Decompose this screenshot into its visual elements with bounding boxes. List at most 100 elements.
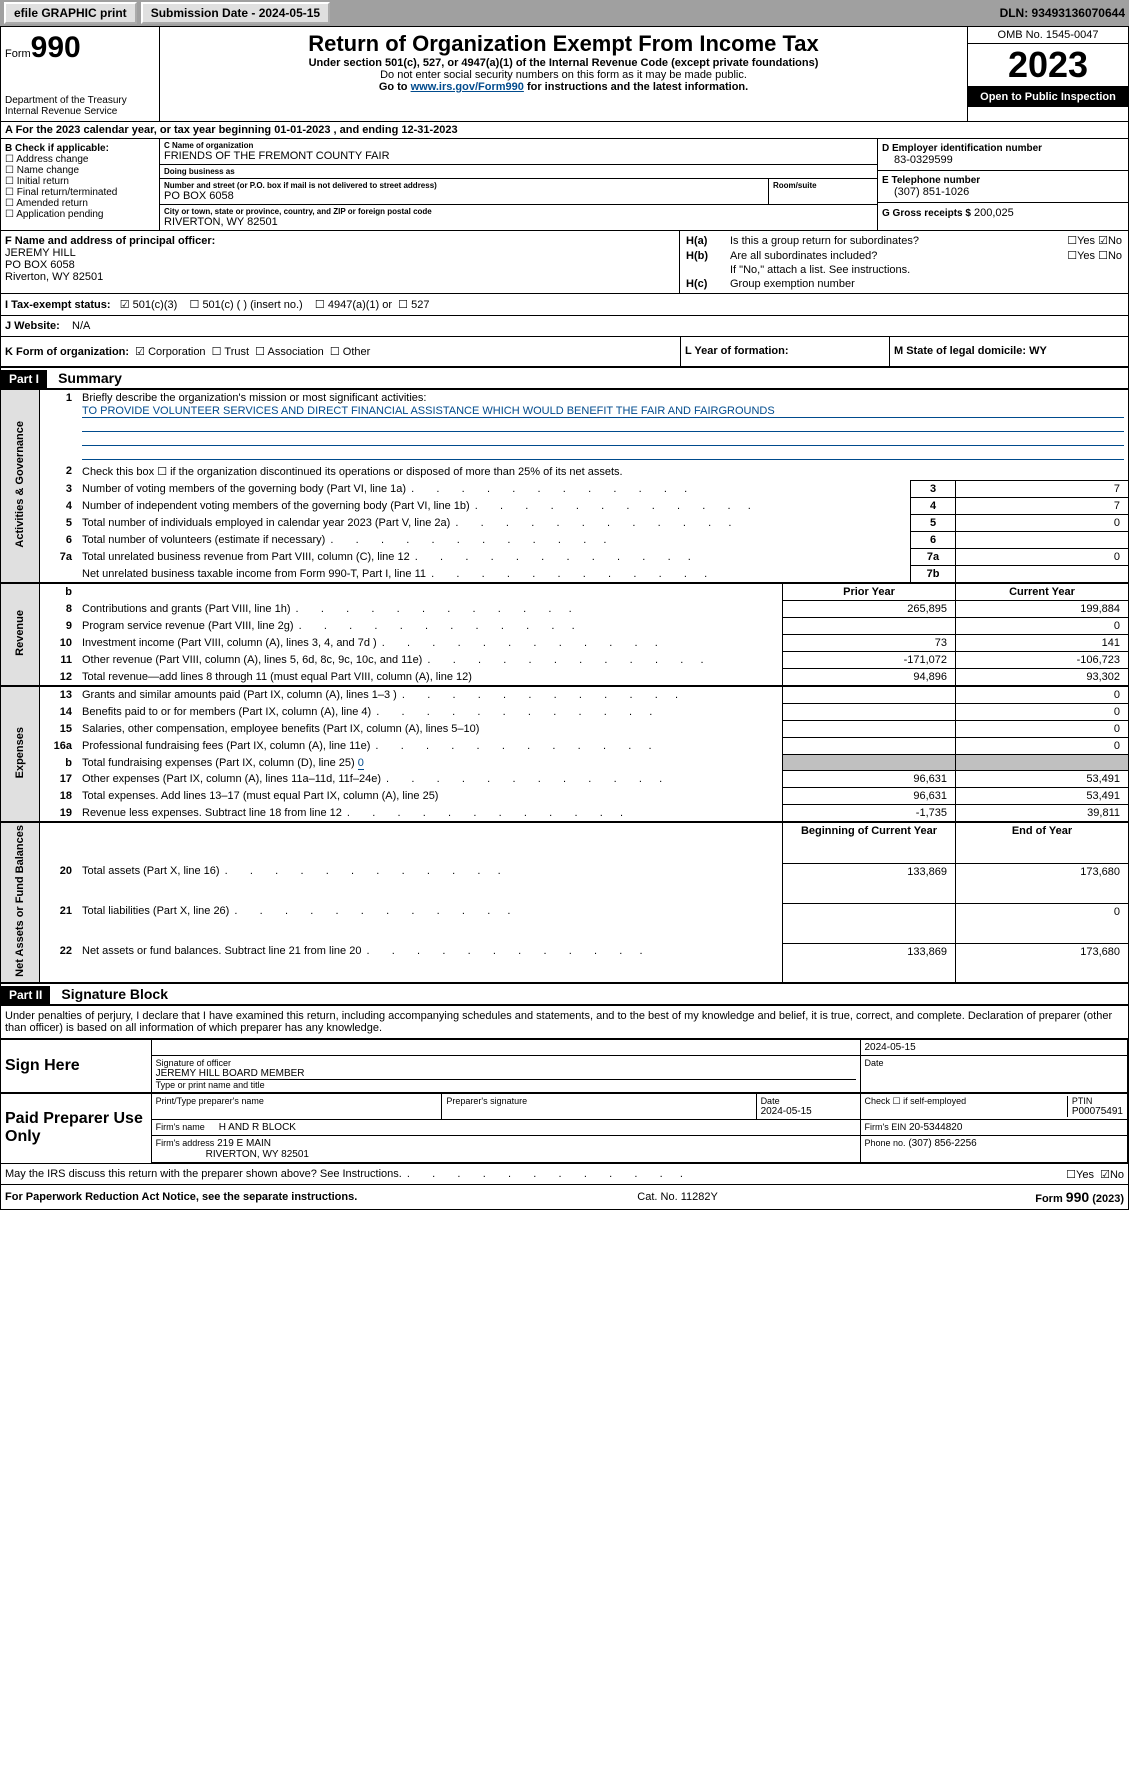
checkbox-501c3[interactable]: 501(c)(3) <box>133 299 178 311</box>
col-b-checkboxes: B Check if applicable: ☐ Address change … <box>1 139 160 230</box>
hdr-current-year: Current Year <box>956 583 1129 601</box>
checkbox-501c[interactable]: 501(c) ( ) (insert no.) <box>202 299 302 311</box>
row-22-eoy: 173,680 <box>956 943 1129 982</box>
part2-header: Part II Signature Block <box>1 982 1128 1006</box>
checkbox-corporation[interactable]: Corporation <box>148 346 205 358</box>
row-5-val: 0 <box>956 515 1129 532</box>
row-18-current: 53,491 <box>956 788 1129 805</box>
row-9-text: Program service revenue (Part VIII, line… <box>78 618 783 635</box>
row-7a-text: Total unrelated business revenue from Pa… <box>78 549 911 566</box>
dba-label: Doing business as <box>164 167 873 176</box>
firm-phone-value: (307) 856-2256 <box>908 1138 976 1149</box>
footer-row: For Paperwork Reduction Act Notice, see … <box>1 1184 1128 1209</box>
expenses-vlabel: Expenses <box>1 686 40 821</box>
sign-here-label: Sign Here <box>1 1039 151 1093</box>
row-3-text: Number of voting members of the governin… <box>78 481 911 498</box>
discuss-no[interactable]: No <box>1110 1169 1124 1181</box>
part1-head: Part I <box>1 370 47 388</box>
dept-label: Department of the Treasury Internal Reve… <box>5 95 155 117</box>
hb-yes[interactable]: Yes <box>1077 250 1095 262</box>
row-13-text: Grants and similar amounts paid (Part IX… <box>78 686 783 704</box>
row-16b-text: Total fundraising expenses (Part IX, col… <box>78 755 783 771</box>
room-label: Room/suite <box>773 181 873 190</box>
form-header: Form990 Department of the Treasury Inter… <box>1 27 1128 122</box>
ein-value: 83-0329599 <box>882 154 1124 166</box>
efile-print-button[interactable]: efile GRAPHIC print <box>4 2 137 24</box>
irs-discuss-text: May the IRS discuss this return with the… <box>5 1168 685 1180</box>
prep-name-label: Print/Type preparer's name <box>156 1096 438 1106</box>
form990-link[interactable]: www.irs.gov/Form990 <box>411 81 524 93</box>
ha-text: Is this a group return for subordinates? <box>728 233 1010 248</box>
checkbox-final-return[interactable]: ☐ Final return/terminated <box>5 187 155 198</box>
checkbox-4947[interactable]: 4947(a)(1) or <box>328 299 392 311</box>
row-12-prior: 94,896 <box>783 669 956 686</box>
phone-value: (307) 851-1026 <box>882 186 1124 198</box>
footer-mid: Cat. No. 11282Y <box>637 1191 718 1203</box>
checkbox-address-change[interactable]: ☐ Address change <box>5 154 155 165</box>
firm-name-value: H AND R BLOCK <box>219 1122 296 1133</box>
governance-vlabel: Activities & Governance <box>1 390 40 582</box>
row-3-val: 7 <box>956 481 1129 498</box>
governance-section: Activities & Governance 1 Briefly descri… <box>1 390 1128 582</box>
instructions-text: for instructions and the latest informat… <box>524 81 748 93</box>
row-7a-val: 0 <box>956 549 1129 566</box>
checkbox-name-change[interactable]: ☐ Name change <box>5 165 155 176</box>
checkbox-other[interactable]: Other <box>343 346 371 358</box>
row-10-text: Investment income (Part VIII, column (A)… <box>78 635 783 652</box>
firm-addr-value: 219 E MAIN <box>217 1138 271 1149</box>
website-label: J Website: <box>5 320 60 332</box>
row-7b-val <box>956 566 1129 583</box>
part1-title: Summary <box>50 368 130 388</box>
ha-yes[interactable]: Yes <box>1077 235 1095 247</box>
row-4-val: 7 <box>956 498 1129 515</box>
row-20-text: Total assets (Part X, line 16) <box>78 863 783 903</box>
submission-date-panel: Submission Date - 2024-05-15 <box>141 2 330 24</box>
row-11-prior: -171,072 <box>783 652 956 669</box>
revenue-section: Revenue b Prior Year Current Year 8Contr… <box>1 582 1128 685</box>
part2-title: Signature Block <box>53 984 176 1004</box>
row-13-current: 0 <box>956 686 1129 704</box>
hb-note: If "No," attach a list. See instructions… <box>728 263 1124 277</box>
ha-no[interactable]: No <box>1108 235 1122 247</box>
discuss-yes[interactable]: Yes <box>1076 1169 1094 1181</box>
hc-text: Group exemption number <box>728 277 1124 291</box>
col-h-group: H(a) Is this a group return for subordin… <box>680 231 1128 293</box>
row-16a-current: 0 <box>956 738 1129 755</box>
row-8-prior: 265,895 <box>783 601 956 618</box>
officer-label: F Name and address of principal officer: <box>5 235 675 247</box>
row-10-current: 141 <box>956 635 1129 652</box>
checkbox-trust[interactable]: Trust <box>224 346 249 358</box>
gross-receipts-label: G Gross receipts $ <box>882 208 971 219</box>
form-title: Return of Organization Exempt From Incom… <box>164 31 963 57</box>
footer-right: Form 990 (2023) <box>1035 1189 1124 1205</box>
toolbar: efile GRAPHIC print Submission Date - 20… <box>0 0 1129 26</box>
row-a-calendar-year: A For the 2023 calendar year, or tax yea… <box>1 122 1128 139</box>
header-left: Form990 Department of the Treasury Inter… <box>1 27 160 121</box>
firm-addr2-value: RIVERTON, WY 82501 <box>206 1149 309 1160</box>
hb-text: Are all subordinates included? <box>728 248 1010 263</box>
city-label: City or town, state or province, country… <box>164 207 873 216</box>
row-15-current: 0 <box>956 721 1129 738</box>
hb-no[interactable]: No <box>1108 250 1122 262</box>
row-14-text: Benefits paid to or for members (Part IX… <box>78 704 783 721</box>
paid-preparer-label: Paid Preparer Use Only <box>1 1093 151 1163</box>
header-mid: Return of Organization Exempt From Incom… <box>160 27 967 121</box>
row-20-eoy: 173,680 <box>956 863 1129 903</box>
checkbox-association[interactable]: Association <box>268 346 324 358</box>
website-value: N/A <box>72 320 90 332</box>
prep-date-value: 2024-05-15 <box>761 1106 856 1117</box>
checkbox-527[interactable]: 527 <box>411 299 429 311</box>
checkbox-application-pending[interactable]: ☐ Application pending <box>5 209 155 220</box>
officer-addr2: Riverton, WY 82501 <box>5 271 675 283</box>
open-public: Open to Public Inspection <box>968 87 1128 107</box>
row-i-tax-status: I Tax-exempt status: ☑ 501(c)(3) ☐ 501(c… <box>1 294 1128 316</box>
row-17-current: 53,491 <box>956 771 1129 788</box>
row-4-text: Number of independent voting members of … <box>78 498 911 515</box>
part1-header: Part I Summary <box>1 368 1128 390</box>
row-19-current: 39,811 <box>956 805 1129 822</box>
goto-text: Go to <box>379 81 411 93</box>
checkbox-amended-return[interactable]: ☐ Amended return <box>5 198 155 209</box>
year-formation-label: L Year of formation: <box>685 345 789 357</box>
gross-receipts-value: 200,025 <box>974 207 1014 219</box>
checkbox-initial-return[interactable]: ☐ Initial return <box>5 176 155 187</box>
